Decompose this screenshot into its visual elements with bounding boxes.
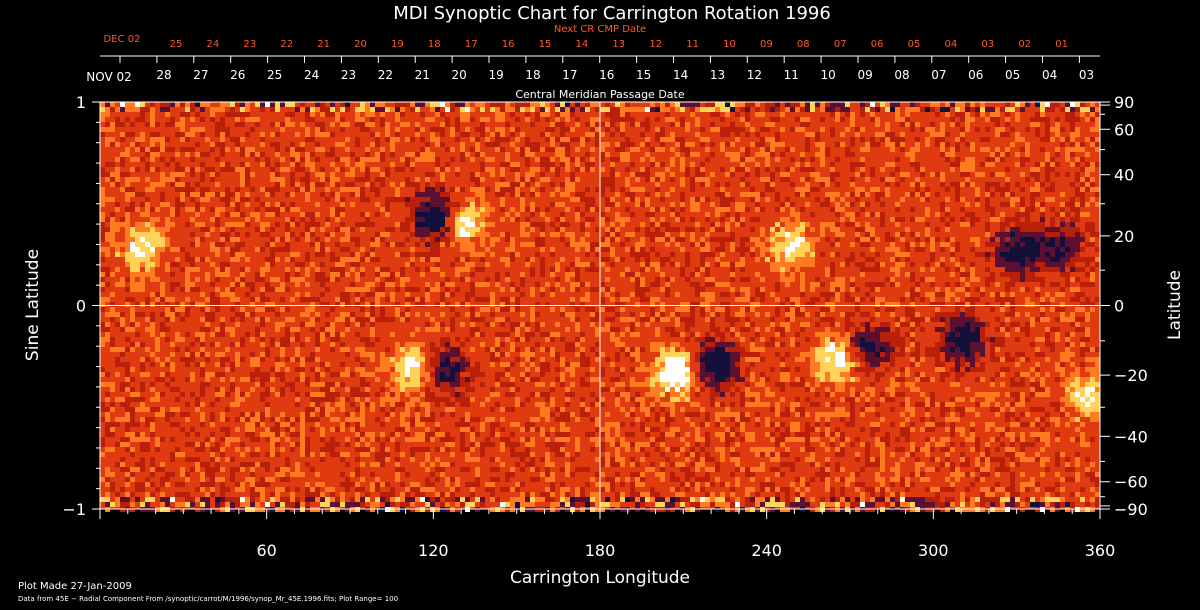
- y-axis-label-left: Sine Latitude: [23, 249, 43, 361]
- next-cr-date-label: 07: [834, 39, 847, 50]
- cmp-date-label: 16: [599, 68, 614, 82]
- latitude-tick-labels: 90 60 40 20 0 −20 −40 −60 −90: [1114, 93, 1148, 519]
- cmp-date-label: 17: [562, 68, 577, 82]
- cmp-date-label: 19: [488, 68, 503, 82]
- cmp-date-labels: 28 27 26 25 24 23 22 21 20 19 18 17 16 15 14 13 12 11 10 09…: [156, 68, 1094, 82]
- latitude-tick-label: 20: [1114, 227, 1134, 246]
- axis-ticks: [92, 56, 1110, 519]
- cmp-month-label: NOV 02: [86, 70, 132, 84]
- cmp-date-label: 11: [784, 68, 799, 82]
- x-axis-label: Carrington Longitude: [510, 568, 690, 588]
- latitude-tick-label: −40: [1114, 427, 1148, 446]
- cmp-date-label: 26: [230, 68, 245, 82]
- next-cr-date-label: 12: [649, 39, 662, 50]
- latitude-tick-label: 60: [1114, 120, 1134, 139]
- next-cr-date-label: 20: [354, 39, 367, 50]
- plot-made-label: Plot Made 27-Jan-2009: [18, 581, 132, 592]
- next-cr-date-label: 10: [723, 39, 736, 50]
- cmp-date-label: 13: [710, 68, 725, 82]
- sine-latitude-tick-labels: 1 0 −1: [62, 93, 86, 519]
- next-cr-date-label: 03: [981, 39, 994, 50]
- longitude-tick-labels: 60 120 180 240 300 360: [256, 541, 1115, 560]
- next-cr-date-label: 05: [908, 39, 921, 50]
- sine-latitude-tick-label: 1: [76, 93, 86, 112]
- longitude-tick-label: 120: [418, 541, 449, 560]
- next-cr-date-label: 06: [871, 39, 884, 50]
- cmp-date-label: 03: [1079, 68, 1094, 82]
- latitude-tick-label: −90: [1114, 500, 1148, 519]
- latitude-tick-label: 40: [1114, 166, 1134, 185]
- longitude-tick-label: 240: [751, 541, 782, 560]
- y-axis-label-right: Latitude: [1165, 270, 1185, 340]
- latitude-tick-label: −20: [1114, 366, 1148, 385]
- longitude-tick-label: 300: [918, 541, 949, 560]
- sine-latitude-tick-label: −1: [62, 500, 86, 519]
- next-cr-date-label: 15: [539, 39, 552, 50]
- latitude-tick-label: 0: [1114, 297, 1124, 316]
- next-cr-label: Next CR CMP Date: [554, 24, 646, 35]
- next-cr-date-label: 25: [170, 39, 183, 50]
- longitude-tick-label: 60: [256, 541, 276, 560]
- next-cr-date-label: 23: [243, 39, 256, 50]
- longitude-tick-label: 180: [585, 541, 616, 560]
- next-cr-date-label: 19: [391, 39, 404, 50]
- next-cr-date-label: 22: [280, 39, 293, 50]
- cmp-date-label: 04: [1042, 68, 1057, 82]
- cmp-date-label: 25: [267, 68, 282, 82]
- next-cr-month-label: DEC 02: [104, 34, 141, 45]
- cmp-date-label: 08: [894, 68, 909, 82]
- cmp-date-label: 24: [304, 68, 319, 82]
- cmp-date-label: 21: [415, 68, 430, 82]
- cmp-date-label: 12: [747, 68, 762, 82]
- cmp-axis-label: Central Meridian Passage Date: [515, 88, 684, 101]
- cmp-date-label: 20: [452, 68, 467, 82]
- next-cr-date-label: 21: [317, 39, 330, 50]
- cmp-date-label: 10: [821, 68, 836, 82]
- next-cr-date-label: 11: [686, 39, 699, 50]
- next-cr-date-label: 16: [502, 39, 515, 50]
- next-cr-date-label: 04: [945, 39, 958, 50]
- cmp-date-label: 23: [341, 68, 356, 82]
- cmp-date-label: 18: [525, 68, 540, 82]
- next-cr-date-label: 24: [207, 39, 220, 50]
- next-cr-date-label: 17: [465, 39, 478, 50]
- next-cr-date-labels: 25 24 23 22 21 20 19 18 17 16 15 14 13 12 11 10 09 08 07 06…: [170, 39, 1068, 50]
- longitude-tick-label: 360: [1085, 541, 1116, 560]
- next-cr-date-label: 14: [576, 39, 589, 50]
- cmp-date-label: 28: [156, 68, 171, 82]
- latitude-tick-label: 90: [1114, 93, 1134, 112]
- next-cr-date-label: 08: [797, 39, 810, 50]
- cmp-date-label: 09: [857, 68, 872, 82]
- sine-latitude-tick-label: 0: [76, 297, 86, 316]
- next-cr-date-label: 09: [760, 39, 773, 50]
- cmp-date-label: 15: [636, 68, 651, 82]
- next-cr-date-label: 01: [1055, 39, 1068, 50]
- cmp-date-label: 06: [968, 68, 983, 82]
- data-source-label: Data from 45E − Radial Component From /s…: [18, 595, 398, 603]
- cmp-date-label: 27: [193, 68, 208, 82]
- cmp-date-label: 05: [1005, 68, 1020, 82]
- next-cr-date-label: 18: [428, 39, 441, 50]
- latitude-tick-label: −60: [1114, 473, 1148, 492]
- next-cr-date-label: 13: [612, 39, 625, 50]
- cmp-date-label: 14: [673, 68, 688, 82]
- cmp-date-label: 22: [378, 68, 393, 82]
- cmp-date-label: 07: [931, 68, 946, 82]
- chart-title: MDI Synoptic Chart for Carrington Rotati…: [393, 3, 831, 24]
- next-cr-date-label: 02: [1018, 39, 1031, 50]
